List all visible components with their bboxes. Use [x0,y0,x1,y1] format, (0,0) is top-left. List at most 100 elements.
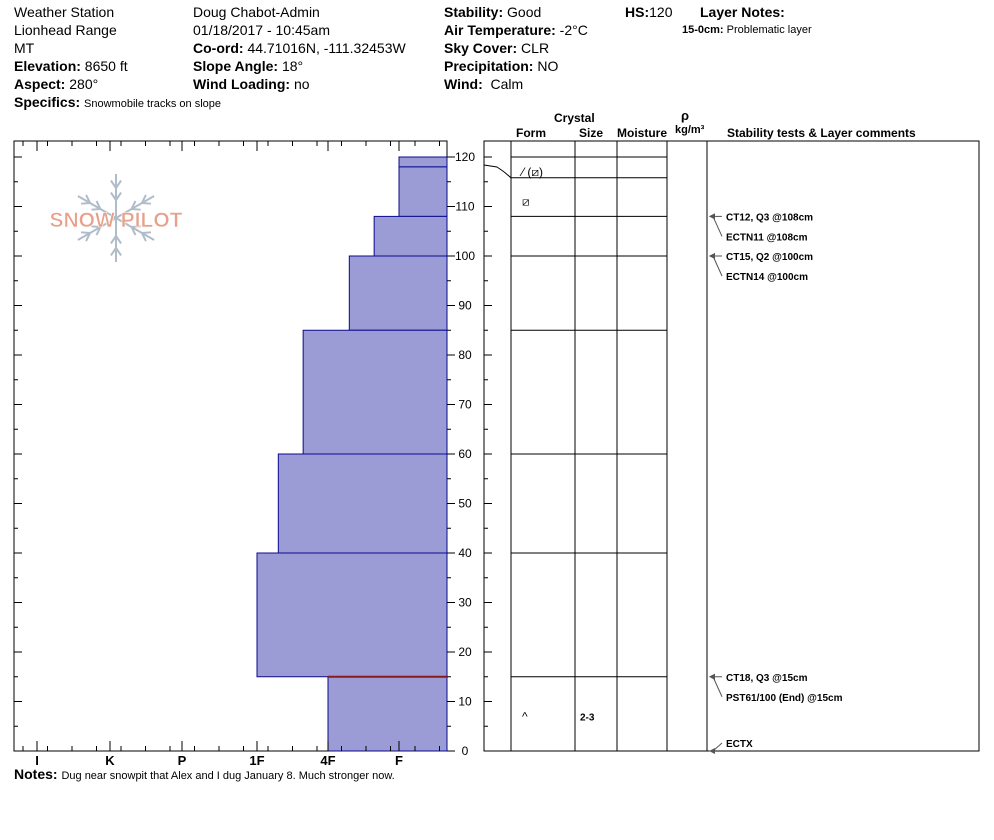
snowflake-branch [85,194,91,204]
stability-test: ECTN14 @100cm [726,272,808,283]
snowflake-arm [77,217,117,241]
stability-arrow [712,216,723,237]
hardness-label: K [105,753,115,768]
depth-label: 0 [462,744,469,758]
crystal-header: Crystal [554,111,595,125]
stability-arrowhead [709,213,715,220]
snowflake-branch [131,208,141,211]
snowflake-branch [131,225,141,228]
snowflake-branch [80,202,91,205]
layer-connector [483,164,512,179]
snowflake-branch [130,200,137,210]
hardness-bar [348,255,448,331]
grain-form-symbol: ⁄ (⧄) [519,165,543,179]
stability-arrow [712,255,723,277]
depth-label: 10 [458,695,472,709]
layer-note: 15-0cm: Problematic layer [682,24,812,36]
stability-test: ECTN11 @108cm [726,232,808,243]
stability-tests: CT12, Q3 @108cm ECTN11 @108cm CT15, Q2 @10… [709,212,843,754]
coord-field: Co-ord: 44.71016N, -111.32453W [193,40,406,56]
stability-arrow [712,676,723,697]
precipitation-field: Precipitation: NO [444,58,559,74]
grain-forms: ⁄ (⧄) ⧄ ^ 2-3 [519,165,595,723]
station-label: Weather Station [14,4,115,20]
snowflake-branch [141,202,152,205]
stability-test: ECTX [726,739,753,750]
grain-form-symbol: ⧄ [522,195,530,209]
snowflake-branch [91,208,101,211]
snowflake-arm [77,195,117,219]
form-header: Form [516,126,546,140]
snowflake-icon [77,174,155,262]
stability-test: CT18, Q3 @15cm [726,673,808,684]
air-temp-field: Air Temperature: -2°C [444,22,588,38]
rho-header: ρ [681,108,690,123]
snowflake-branch [91,225,101,228]
hardness-bar [398,156,448,168]
hardness-label: 4F [320,753,335,768]
logo-text: SNOW PILOT [50,209,183,232]
stability-arrowhead [709,748,715,754]
snowflake-branch [115,180,122,189]
hardness-ticks: I K P 1F 4F F [22,141,440,768]
stability-arrowhead [709,673,715,680]
notes-field: Notes: Dug near snowpit that Alex and I … [14,766,395,782]
location-label: Lionhead Range [14,22,117,38]
snowflake-branch [115,235,122,244]
datetime-label: 01/18/2017 - 10:45am [193,22,330,38]
wind-loading-field: Wind Loading: no [193,76,310,92]
sky-cover-field: Sky Cover: CLR [444,40,550,56]
hardness-label: I [35,753,39,768]
depth-label: 80 [458,348,472,362]
depth-axis: 0 10 20 30 40 50 60 70 80 90 100 110 120 [14,150,492,758]
snowflake-arm [115,195,155,219]
snowflake-branch [95,200,102,210]
hardness-bar [398,166,448,217]
snowflake-branch [110,192,117,201]
depth-label: 20 [458,645,472,659]
snowflake-branch [141,232,147,242]
stability-column [706,140,980,752]
grain-form-symbol: ^ [522,709,528,723]
hardness-bar [256,552,448,678]
snowpilot-logo: SNOW PILOT [49,174,183,262]
stability-test: CT12, Q3 @108cm [726,212,813,223]
hardness-label: 1F [249,753,264,768]
hardness-bar [327,676,448,752]
snowflake-branch [110,180,117,189]
layer-rows [483,156,667,678]
wind-field: Wind: Calm [444,76,524,92]
snowflake-branch [110,247,117,256]
grain-size-label: 2-3 [580,712,595,723]
depth-label: 70 [458,398,472,412]
depth-label: 30 [458,596,472,610]
depth-label: 110 [455,200,474,214]
snowflake-branch [95,226,102,236]
density-unit-header: kg/m³ [675,124,705,136]
moisture-header: Moisture [617,126,668,140]
depth-label: 120 [455,150,475,164]
hs-field: HS:120 [625,4,673,20]
specifics-field: Specifics: Snowmobile tracks on slope [14,94,221,110]
layer-notes-label: Layer Notes: [700,4,785,20]
size-header: Size [579,126,604,140]
aspect-field: Aspect: 280° [14,76,99,92]
snowflake-branch [110,235,117,244]
depth-label: 90 [458,299,472,313]
stability-test: CT15, Q2 @100cm [726,252,813,263]
elevation-field: Elevation: 8650 ft [14,58,128,74]
snowflake-arm [115,217,155,241]
hardness-bars [256,156,448,752]
density-column [666,140,708,752]
snowflake-branch [130,226,137,236]
stability-field: Stability: Good [444,4,542,20]
depth-label: 50 [458,497,472,511]
snowflake-branch [85,232,91,242]
hardness-bar [373,215,448,257]
snowflake-branch [115,192,122,201]
observer-label: Doug Chabot-Admin [193,4,320,20]
stability-arrowhead [709,253,715,259]
snowflake-branch [141,231,152,234]
hardness-bar [277,453,448,554]
